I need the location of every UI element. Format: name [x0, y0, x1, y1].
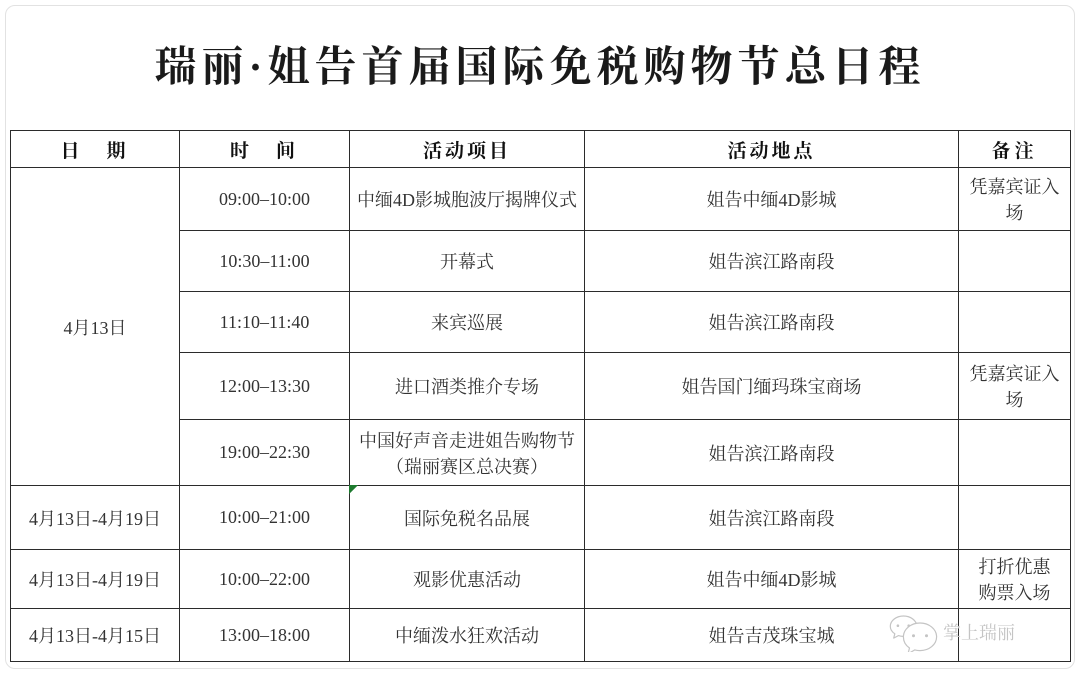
svg-text:掌上瑞丽: 掌上瑞丽: [943, 623, 1015, 643]
